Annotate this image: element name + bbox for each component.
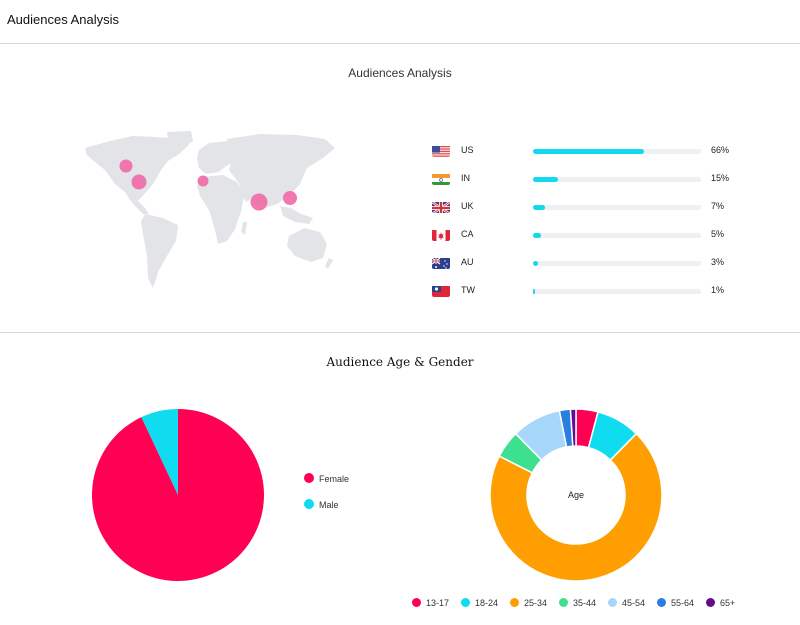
bar-fill-au bbox=[533, 261, 539, 266]
bar-value-au: 3% bbox=[711, 257, 725, 267]
map-marker-united-kingdom bbox=[197, 175, 209, 187]
land-south-america bbox=[141, 214, 178, 288]
bar-track-us bbox=[533, 149, 701, 154]
bar-fill-uk bbox=[533, 205, 545, 210]
land-southeast-asia bbox=[280, 206, 313, 224]
map-marker-united-states bbox=[131, 174, 147, 190]
bar-track-ca bbox=[533, 233, 701, 238]
bar-track-uk bbox=[533, 205, 701, 210]
land-africa bbox=[197, 175, 244, 244]
map-marker-india bbox=[250, 193, 268, 211]
country-row-tw: TW 1% bbox=[432, 283, 772, 299]
legend-label: 18-24 bbox=[475, 598, 499, 608]
country-row-au: AU 3% bbox=[432, 255, 772, 271]
section-divider bbox=[0, 332, 800, 333]
legend-dot bbox=[706, 598, 715, 607]
bar-value-tw: 1% bbox=[711, 285, 725, 295]
gender-legend-female: Female bbox=[304, 473, 349, 484]
page-title: Audiences Analysis bbox=[7, 12, 120, 27]
country-code-ca: CA bbox=[461, 229, 474, 239]
age-gender-title: Audience Age & Gender bbox=[326, 355, 474, 369]
legend-label: Female bbox=[319, 474, 350, 484]
bar-fill-us bbox=[533, 149, 644, 154]
world-map bbox=[85, 131, 335, 288]
country-code-tw: TW bbox=[461, 285, 475, 295]
age-slice-65-plus bbox=[569, 408, 577, 447]
legend-dot bbox=[461, 598, 470, 607]
taiwan-flag-icon bbox=[432, 285, 450, 297]
land-north-america bbox=[85, 136, 189, 201]
land-madagascar bbox=[241, 222, 247, 235]
bar-track-tw bbox=[533, 289, 701, 294]
page-header: Audiences Analysis bbox=[0, 0, 800, 44]
land-arabia bbox=[239, 182, 256, 202]
country-code-us: US bbox=[461, 145, 474, 155]
bar-value-in: 15% bbox=[711, 173, 730, 183]
legend-label: 55-64 bbox=[671, 598, 695, 608]
age-legend-35-44: 35-44 bbox=[559, 598, 596, 608]
land-greenland bbox=[167, 131, 193, 149]
bar-value-ca: 5% bbox=[711, 229, 725, 239]
bar-fill-in bbox=[533, 177, 559, 182]
gender-legend-male: Male bbox=[304, 499, 339, 510]
legend-dot bbox=[412, 598, 421, 607]
legend-dot bbox=[304, 499, 314, 509]
gender-slice-female bbox=[91, 409, 264, 581]
land-central-america bbox=[130, 200, 149, 214]
bar-value-us: 66% bbox=[711, 145, 730, 155]
us-flag-icon bbox=[432, 145, 450, 157]
country-code-au: AU bbox=[461, 257, 474, 267]
bar-fill-tw bbox=[533, 289, 535, 294]
bar-track-in bbox=[533, 177, 701, 182]
donut-center-label: Age bbox=[568, 490, 584, 500]
land-europe bbox=[197, 141, 241, 174]
age-legend-13-17: 13-17 bbox=[412, 598, 449, 608]
age-legend-45-54: 45-54 bbox=[608, 598, 645, 608]
map-marker-taiwan bbox=[283, 191, 297, 205]
country-code-in: IN bbox=[461, 173, 470, 183]
india-flag-icon bbox=[432, 173, 450, 185]
age-legend-55-64: 55-64 bbox=[657, 598, 694, 608]
legend-dot bbox=[510, 598, 519, 607]
legend-label: 25-34 bbox=[524, 598, 548, 608]
land-asia bbox=[227, 134, 335, 208]
legend-label: 35-44 bbox=[573, 598, 597, 608]
age-donut-chart: Age bbox=[489, 408, 663, 582]
country-row-in: IN 15% bbox=[432, 171, 772, 187]
legend-dot bbox=[559, 598, 568, 607]
country-row-us: US 66% bbox=[432, 143, 772, 159]
age-slice-25-34 bbox=[489, 432, 663, 582]
age-legend-25-34: 25-34 bbox=[510, 598, 547, 608]
legend-label: 65+ bbox=[720, 598, 736, 608]
legend-label: 13-17 bbox=[426, 598, 450, 608]
bar-track-au bbox=[533, 261, 701, 266]
age-legend-18-24: 18-24 bbox=[461, 598, 498, 608]
map-marker-canada bbox=[119, 159, 133, 173]
country-row-ca: CA 5% bbox=[432, 227, 772, 243]
legend-dot bbox=[657, 598, 666, 607]
gender-slice-male bbox=[141, 409, 178, 495]
country-row-uk: UK 7% bbox=[432, 199, 772, 215]
canada-flag-icon bbox=[432, 229, 450, 241]
legend-label: 45-54 bbox=[622, 598, 646, 608]
bar-value-uk: 7% bbox=[711, 201, 725, 211]
legend-dot bbox=[608, 598, 617, 607]
uk-flag-icon bbox=[432, 201, 450, 213]
country-code-uk: UK bbox=[461, 201, 474, 211]
australia-flag-icon bbox=[432, 257, 450, 269]
land-australia bbox=[287, 228, 327, 262]
world-map-markers bbox=[119, 159, 297, 211]
audiences-analysis-title: Audiences Analysis bbox=[348, 66, 452, 80]
age-legend-65-plus: 65+ bbox=[706, 598, 735, 608]
legend-dot bbox=[304, 473, 314, 483]
land-new-zealand bbox=[325, 258, 333, 269]
gender-pie-chart bbox=[91, 409, 264, 581]
legend-label: Male bbox=[319, 500, 339, 510]
bar-fill-ca bbox=[533, 233, 542, 238]
world-map-land bbox=[85, 131, 335, 288]
age-legend: 13-17 18-24 25-34 35-44 45-54 55-64 65+ bbox=[412, 598, 772, 612]
